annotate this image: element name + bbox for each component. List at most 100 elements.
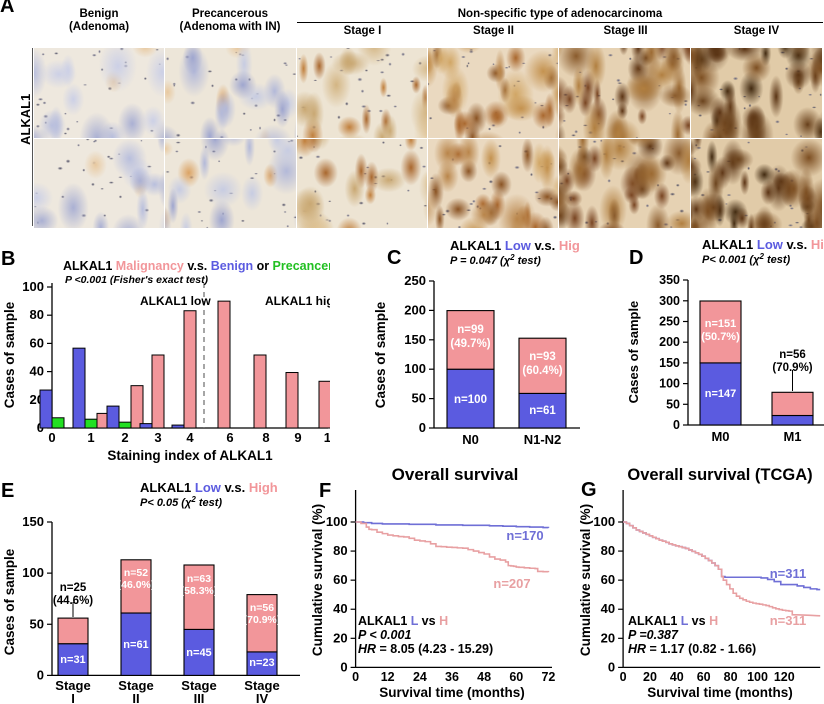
svg-text:N1-N2: N1-N2 — [524, 432, 562, 447]
svg-text:Cases of sample: Cases of sample — [626, 301, 641, 404]
svg-text:n=147: n=147 — [705, 388, 737, 400]
svg-text:N0: N0 — [462, 432, 479, 447]
svg-text:n=45: n=45 — [186, 647, 211, 659]
svg-text:(50.7%): (50.7%) — [701, 331, 740, 343]
svg-text:100: 100 — [22, 565, 44, 580]
svg-text:8: 8 — [262, 430, 269, 445]
svg-text:Staining index of ALKAL1: Staining index of ALKAL1 — [107, 448, 273, 463]
svg-text:ALKAL1 Low v.s. High: ALKAL1 Low v.s. High — [450, 238, 580, 253]
svg-text:M1: M1 — [783, 429, 801, 444]
svg-text:M0: M0 — [711, 429, 729, 444]
svg-text:Cumulative survival (%): Cumulative survival (%) — [578, 504, 593, 656]
svg-text:n=61: n=61 — [123, 639, 148, 651]
svg-text:40: 40 — [30, 364, 44, 379]
svg-text:n=311: n=311 — [770, 566, 807, 581]
svg-text:20: 20 — [643, 670, 657, 684]
svg-text:n=23: n=23 — [249, 657, 274, 669]
svg-text:0: 0 — [673, 418, 680, 432]
svg-text:n=151: n=151 — [705, 318, 737, 330]
svg-text:50: 50 — [412, 391, 426, 406]
svg-text:0: 0 — [352, 670, 359, 684]
svg-text:0: 0 — [48, 430, 55, 445]
svg-text:n=100: n=100 — [454, 394, 487, 406]
svg-text:(70.9%): (70.9%) — [772, 362, 812, 374]
svg-text:P = 0.047 (χ2 test): P = 0.047 (χ2 test) — [450, 253, 541, 268]
svg-text:n=61: n=61 — [529, 405, 556, 417]
svg-text:ALKAL1 L vs H: ALKAL1 L vs H — [358, 614, 448, 628]
svg-text:P< 0.001 (χ2 test): P< 0.001 (χ2 test) — [702, 252, 791, 267]
svg-text:100: 100 — [404, 361, 426, 376]
svg-text:HR = 8.05 (4.23 - 15.29): HR = 8.05 (4.23 - 15.29) — [358, 642, 493, 656]
svg-text:80: 80 — [601, 543, 615, 558]
svg-text:IV: IV — [256, 691, 269, 704]
svg-text:P < 0.001: P < 0.001 — [358, 628, 411, 642]
svg-text:n=93: n=93 — [529, 351, 556, 363]
svg-text:n=207: n=207 — [493, 576, 530, 591]
svg-text:60: 60 — [30, 335, 44, 350]
svg-text:20: 20 — [333, 630, 347, 645]
svg-text:150: 150 — [659, 356, 680, 370]
svg-text:n=56: n=56 — [250, 602, 274, 614]
svg-text:Cases of sample: Cases of sample — [373, 301, 388, 408]
svg-text:60: 60 — [697, 670, 711, 684]
svg-text:100: 100 — [659, 377, 680, 391]
svg-text:ALKAL1 Low v.s. High: ALKAL1 Low v.s. High — [140, 480, 278, 495]
svg-text:ALKAL1 L vs H: ALKAL1 L vs H — [628, 614, 718, 628]
svg-text:n=52: n=52 — [124, 567, 148, 579]
svg-text:2: 2 — [121, 430, 128, 445]
svg-text:n=25: n=25 — [60, 582, 87, 594]
svg-text:72: 72 — [541, 670, 555, 684]
svg-text:50: 50 — [666, 397, 680, 411]
svg-text:(70.9%): (70.9%) — [244, 614, 281, 626]
svg-text:n=311: n=311 — [770, 613, 807, 628]
svg-text:ALKAL1 low: ALKAL1 low — [140, 294, 211, 308]
svg-text:ALKAL1 high: ALKAL1 high — [265, 294, 330, 308]
svg-text:250: 250 — [404, 273, 426, 288]
svg-text:0: 0 — [340, 659, 347, 674]
svg-text:Cases of sample: Cases of sample — [2, 301, 17, 408]
svg-text:36: 36 — [445, 670, 459, 684]
svg-text:250: 250 — [659, 315, 680, 329]
svg-text:P =0.387: P =0.387 — [628, 628, 679, 642]
svg-text:I: I — [71, 691, 75, 704]
svg-text:80: 80 — [333, 543, 347, 558]
svg-text:300: 300 — [659, 294, 680, 308]
svg-text:ALKAL1 Malignancy v.s. Benign: ALKAL1 Malignancy v.s. Benign or Precanc… — [63, 259, 330, 273]
svg-text:12: 12 — [381, 670, 395, 684]
svg-text:80: 80 — [30, 307, 44, 322]
svg-text:100: 100 — [747, 670, 768, 684]
svg-text:P <0.001 (Fisher's exact test: P <0.001 (Fisher's exact test) — [65, 274, 209, 286]
svg-text:n=63: n=63 — [187, 573, 211, 585]
svg-text:120: 120 — [774, 670, 795, 684]
svg-text:(58.3%): (58.3%) — [181, 585, 218, 597]
svg-text:II: II — [132, 691, 139, 704]
svg-text:0: 0 — [37, 667, 44, 682]
svg-text:6: 6 — [226, 430, 233, 445]
svg-text:Cases of sample: Cases of sample — [2, 548, 17, 655]
svg-text:n=31: n=31 — [60, 654, 85, 666]
svg-text:3: 3 — [154, 430, 161, 445]
svg-text:Overall survival (TCGA): Overall survival (TCGA) — [627, 466, 812, 484]
svg-text:n=99: n=99 — [457, 324, 484, 336]
svg-text:60: 60 — [333, 572, 347, 587]
svg-text:48: 48 — [477, 670, 491, 684]
svg-text:(49.7%): (49.7%) — [450, 338, 490, 350]
svg-text:50: 50 — [30, 616, 44, 631]
svg-text:HR = 1.17 (0.82 - 1.66): HR = 1.17 (0.82 - 1.66) — [628, 642, 756, 656]
svg-text:1: 1 — [87, 430, 94, 445]
svg-text:Survival time (months): Survival time (months) — [647, 685, 793, 700]
svg-text:200: 200 — [404, 302, 426, 317]
svg-text:0: 0 — [620, 670, 627, 684]
svg-text:100: 100 — [22, 279, 44, 294]
svg-text:60: 60 — [601, 572, 615, 587]
svg-text:Overall survival: Overall survival — [392, 465, 519, 484]
svg-text:n=56: n=56 — [779, 349, 806, 361]
svg-text:40: 40 — [670, 670, 684, 684]
svg-text:150: 150 — [22, 514, 44, 529]
svg-text:60: 60 — [509, 670, 523, 684]
svg-text:350: 350 — [659, 273, 680, 287]
svg-text:40: 40 — [333, 601, 347, 616]
svg-text:III: III — [194, 691, 205, 704]
svg-text:200: 200 — [659, 335, 680, 349]
svg-text:(60.4%): (60.4%) — [522, 365, 562, 377]
